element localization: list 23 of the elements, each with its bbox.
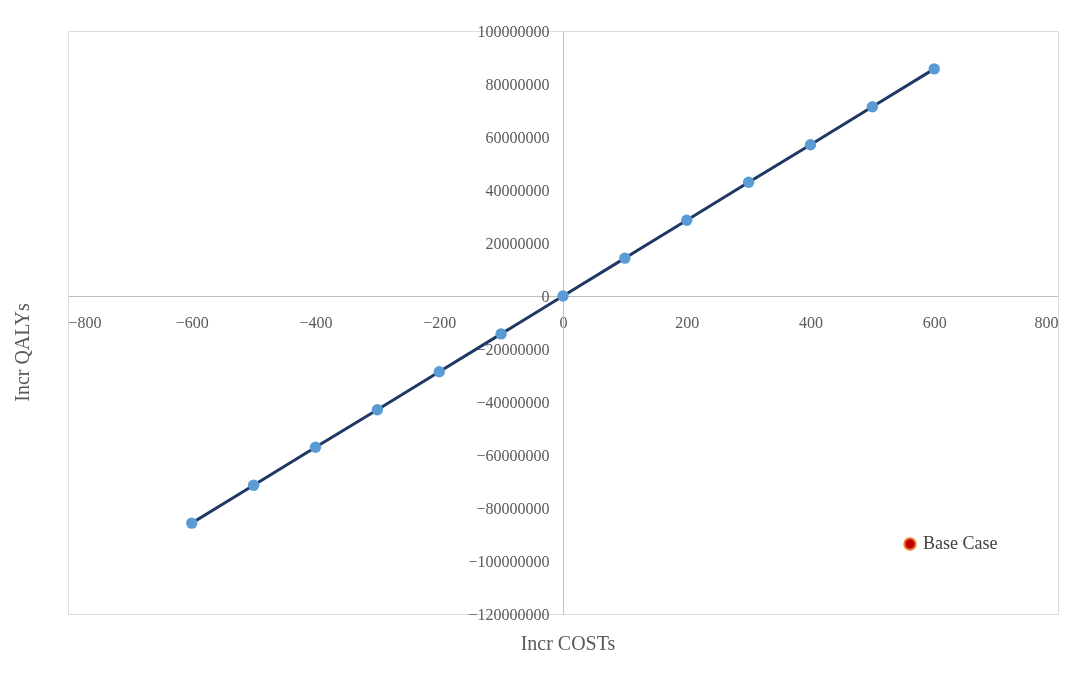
y-tick-label: 0 xyxy=(541,287,550,305)
x-tick-label: −600 xyxy=(175,313,209,331)
y-tick-label: 20000000 xyxy=(485,234,550,252)
y-tick-label: −100000000 xyxy=(468,552,550,570)
x-tick-label: 200 xyxy=(675,313,700,331)
x-tick-label: 800 xyxy=(1034,313,1059,331)
x-tick-label: −800 xyxy=(68,313,102,331)
x-axis-title: Incr COSTs xyxy=(520,632,616,654)
y-tick-label: −60000000 xyxy=(476,446,550,464)
y-tick-label: −20000000 xyxy=(476,340,550,358)
y-tick-label: 100000000 xyxy=(477,22,550,40)
y-tick-label: 40000000 xyxy=(485,181,550,199)
legend-label: Base Case xyxy=(923,533,998,553)
y-tick-label: 80000000 xyxy=(485,75,550,93)
x-tick-label: −200 xyxy=(423,313,457,331)
x-tick-label: −400 xyxy=(299,313,333,331)
x-tick-label: 600 xyxy=(922,313,947,331)
y-tick-label: −120000000 xyxy=(468,605,550,623)
y-tick-label: −40000000 xyxy=(476,393,550,411)
y-tick-label: −80000000 xyxy=(476,499,550,517)
y-tick-label: 60000000 xyxy=(485,128,550,146)
y-axis-title: Incr QALYs xyxy=(11,303,33,402)
x-tick-label: 400 xyxy=(799,313,823,331)
